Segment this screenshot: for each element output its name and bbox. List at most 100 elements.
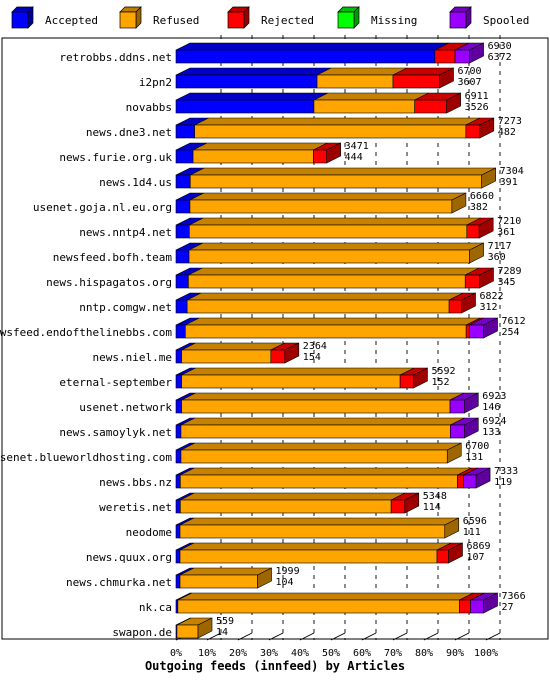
value-label-accepted: 154 — [303, 352, 321, 363]
value-label-accepted: 6372 — [488, 52, 512, 63]
bar-top-face — [313, 92, 429, 101]
bar-segment-accepted — [175, 499, 181, 514]
plot-frame — [1, 37, 549, 640]
category-label: newsfeed.bofh.team — [53, 251, 173, 264]
value-label-accepted: 131 — [465, 452, 483, 463]
value-label-offered: 6930 — [488, 41, 512, 52]
x-tick-label: 70% — [384, 648, 402, 659]
bar-side-face — [479, 267, 494, 289]
bar-side-face — [475, 467, 491, 489]
bar-top-face — [177, 592, 474, 601]
legend-swatch-spooled — [449, 11, 467, 29]
value-label-accepted: 444 — [345, 152, 363, 163]
bar-side-face — [446, 92, 461, 114]
bar-segment-refused — [181, 374, 401, 389]
tick-mark — [206, 632, 222, 641]
value-label-accepted: 14 — [216, 627, 228, 638]
legend-label-refused: Refused — [153, 14, 199, 27]
bar-segment-accepted — [175, 349, 182, 364]
bar-segment-refused — [179, 524, 446, 539]
bar-segment-rejected — [465, 324, 470, 339]
category-label: news.dne3.net — [86, 126, 172, 139]
bar-top-face — [316, 67, 408, 76]
category-label: neodome — [126, 526, 172, 539]
value-label-accepted: 119 — [494, 477, 512, 488]
bar-segment-accepted — [175, 374, 182, 389]
value-label-accepted: 114 — [423, 502, 441, 513]
bar-segment-refused — [180, 474, 458, 489]
category-label: weretis.net — [99, 501, 172, 514]
value-label-offered: 2364 — [303, 341, 327, 352]
value-label-accepted: 254 — [502, 327, 520, 338]
value-label-offered: 7117 — [488, 241, 512, 252]
bar-segment-refused — [185, 324, 467, 339]
x-tick-label: 50% — [322, 648, 340, 659]
bar-side-face — [448, 542, 463, 564]
legend-swatch-refused — [119, 11, 137, 29]
bar-segment-refused — [180, 424, 451, 439]
category-label: news.samoylyk.net — [59, 426, 172, 439]
value-label-offered: 6924 — [482, 416, 506, 427]
category-label: usenet.blueworldhosting.com — [0, 451, 172, 464]
bar-segment-rejected — [434, 49, 456, 64]
bar-segment-refused — [181, 399, 451, 414]
bar-top-face — [179, 542, 452, 551]
bar-side-face — [439, 67, 454, 89]
bar-segment-rejected — [466, 224, 480, 239]
bar-top-face — [175, 67, 332, 76]
bar-segment-accepted — [175, 574, 181, 589]
x-tick-labels: 0% 10% 20% 30% 40% 50% 60% 70% 80% 90% 100% — [170, 648, 498, 659]
bar-segment-accepted — [175, 324, 186, 339]
bar-side-face — [479, 117, 495, 139]
bar-segment-refused — [180, 499, 392, 514]
value-label-accepted: 3526 — [465, 102, 489, 113]
bar-top-face — [190, 167, 496, 176]
bar-top-face — [181, 342, 285, 351]
legend-swatch-rejected — [227, 11, 245, 29]
tick-mark — [299, 632, 315, 641]
category-label: novabbs — [126, 101, 172, 114]
value-label-offered: 7366 — [502, 591, 526, 602]
bar-segment-refused — [177, 599, 460, 614]
value-label-accepted: 391 — [500, 177, 518, 188]
value-label-offered: 5348 — [423, 491, 447, 502]
value-label-accepted: 27 — [502, 602, 514, 613]
bar-segment-rejected — [436, 549, 449, 564]
bar-top-face — [179, 567, 272, 576]
bar-segment-spooled — [470, 599, 484, 614]
bar-segment-accepted — [175, 399, 182, 414]
value-label-offered: 6822 — [480, 291, 504, 302]
x-tick-label: 20% — [229, 648, 247, 659]
value-label-offered: 7273 — [498, 116, 522, 127]
value-label-offered: 6660 — [470, 191, 494, 202]
bar-segment-rejected — [270, 349, 286, 364]
bar-side-face — [461, 292, 476, 314]
category-label: news.niel.me — [93, 351, 172, 364]
tick-mark — [361, 632, 377, 641]
bar-side-face — [483, 592, 498, 614]
category-label: nk.ca — [139, 601, 172, 614]
bar-side-face — [463, 417, 479, 439]
bar-segment-refused — [189, 199, 453, 214]
category-label: news.hispagatos.org — [46, 276, 172, 289]
tick-mark — [485, 632, 501, 641]
bar-segment-accepted — [175, 249, 190, 264]
x-tick-label: 100% — [474, 648, 498, 659]
x-axis-label: Outgoing feeds (innfeed) by Articles — [145, 659, 405, 673]
bar-top-face — [180, 417, 465, 426]
x-tick-label: 0% — [170, 648, 182, 659]
bar-side-face — [257, 567, 272, 589]
bar-top-face — [180, 467, 472, 476]
legend-swatch-accepted — [11, 11, 29, 29]
bar-top-face — [175, 42, 449, 51]
bar-top-face — [179, 517, 459, 526]
bar-segment-refused — [316, 74, 394, 89]
value-label-offered: 5592 — [431, 366, 455, 377]
value-label-accepted: 133 — [482, 427, 500, 438]
bar-segment-rejected — [448, 299, 462, 314]
bar-top-face — [187, 292, 464, 301]
value-label-offered: 1999 — [276, 566, 300, 577]
bar-side-face — [413, 367, 428, 389]
bar-segment-refused — [189, 224, 468, 239]
value-label-offered: 7289 — [497, 266, 521, 277]
